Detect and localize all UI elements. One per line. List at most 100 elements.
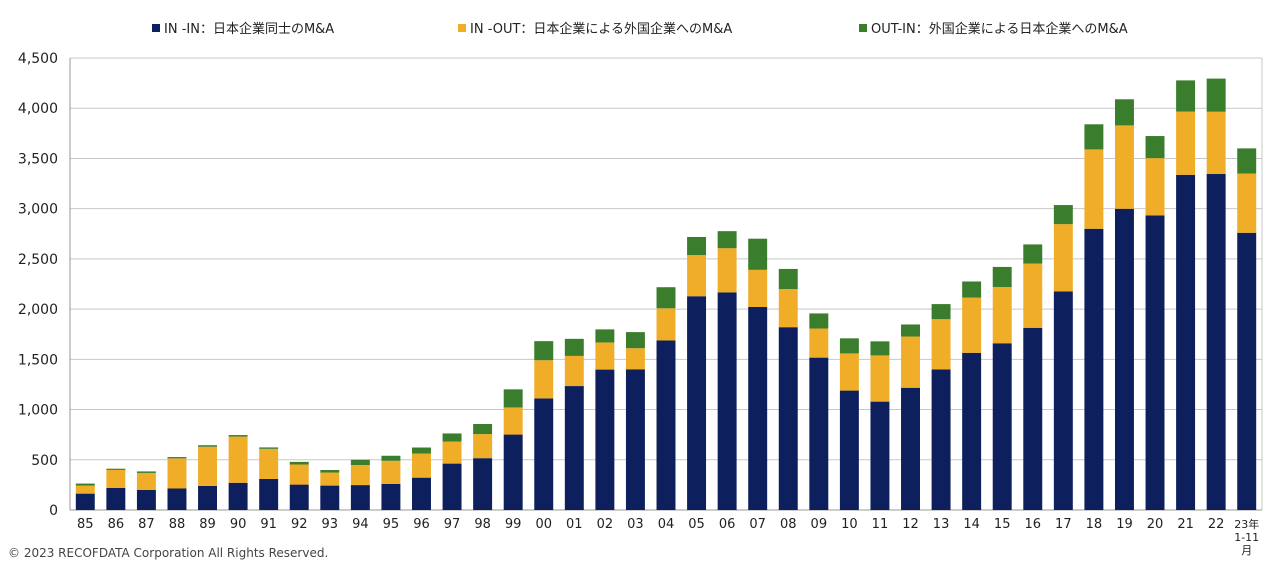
bar-segment-in-in [136,490,156,510]
bar-segment-in-out [350,465,370,486]
bar-segment-in-out [778,289,798,328]
bar-segment-out-in [595,329,615,343]
bar-segment-in-out [839,353,859,391]
bar-segment-out-in [931,304,951,320]
x-tick-label: 17 [1055,517,1072,532]
bar-segment-out-in [687,236,707,256]
x-tick-label: 95 [383,517,400,532]
bar-segment-in-in [503,434,523,510]
bar-segment-in-in [809,357,829,510]
y-tick-label: 3,000 [18,202,58,218]
bar-segment-out-in [1053,205,1073,225]
bar-segment-out-in [992,266,1012,288]
bar-segment-in-out [1053,224,1073,292]
bar-segment-in-in [381,483,401,510]
bar-segment-out-in [809,313,829,329]
x-tick-label: 89 [199,517,216,532]
bar-segment-in-out [656,308,676,341]
bar-segment-in-in [289,484,309,510]
bar-segment-in-in [901,387,920,510]
x-tick-label: 04 [658,517,675,532]
y-tick-label: 500 [31,453,58,469]
legend-swatch-out-in [859,23,867,32]
y-tick-label: 3,500 [18,151,58,167]
bar-segment-out-in [228,435,248,437]
bar-segment-out-in [625,332,645,349]
bar-segment-in-in [625,369,645,510]
bar-segment-out-in [1237,148,1257,174]
x-tick-label: 02 [597,517,614,532]
bar-segment-in-in [167,488,187,510]
x-tick-label: 16 [1024,517,1041,532]
x-tick-label: 12 [902,517,919,532]
bar-segment-out-in [1023,244,1043,264]
bar-segment-in-in [350,485,370,510]
bar-segment-out-in [320,470,340,473]
bar-segment-out-in [1084,124,1104,150]
x-tick-label: 98 [474,517,491,532]
bar-segment-in-out [198,446,218,486]
bar-segment-in-in [931,369,951,510]
x-tick-label: 87 [138,517,155,532]
x-tick-label: 10 [841,517,858,532]
bar-segment-out-in [442,433,462,442]
y-tick-label: 4,000 [18,101,58,117]
bar-segment-in-in [870,401,890,510]
bar-segment-out-in [259,447,279,449]
copyright-footer: © 2023 RECOFDATA Corporation All Rights … [8,546,329,560]
bar-segment-in-in [1053,291,1073,510]
bar-segment-in-out [1114,125,1134,209]
x-tick-label: 09 [811,517,828,532]
x-tick-label: 14 [963,517,980,532]
bar-segment-in-in [595,369,615,510]
bar-segment-out-in [717,231,737,249]
bar-segment-in-out [625,348,645,370]
x-tick-label: 96 [413,517,430,532]
y-tick-label: 1,500 [18,352,58,368]
bar-segment-in-out [259,448,279,479]
bar-segment-out-in [778,268,798,290]
x-tick-label: 94 [352,517,369,532]
legend-label-out-in: OUT-IN：外国企業による日本企業へのM&A [871,22,1128,37]
bar-segment-in-out [1237,173,1257,233]
legend-item-out-in: OUT-IN：外国企業による日本企業へのM&A [859,18,1128,37]
bar-segment-in-out [687,255,707,297]
legend-label-in-out: IN -OUT：日本企業による外国企業へのM&A [470,22,733,37]
bar-segment-in-in [1145,215,1165,511]
bar-segment-in-out [1176,111,1196,175]
bar-segment-in-in [198,485,218,510]
bar-segment-in-out [595,342,615,370]
x-tick-label: 91 [260,517,277,532]
x-tick-label: 99 [505,517,522,532]
bar-segment-in-out [901,336,920,388]
x-tick-label: 03 [627,517,644,532]
x-tick-label: 97 [444,517,461,532]
x-tick-label: 19 [1116,517,1133,532]
bar-segment-out-in [412,447,431,454]
y-tick-label: 0 [49,503,58,519]
x-tick-label: 13 [933,517,950,532]
bar-segment-out-in [350,459,370,466]
bar-segment-in-out [870,355,890,402]
bar-segment-out-in [1176,80,1196,112]
bar-segment-out-in [962,281,982,298]
bar-segment-out-in [289,461,309,465]
bar-segment-out-in [1206,78,1226,112]
bar-segment-in-out [1206,111,1226,175]
x-tick-label: 07 [749,517,766,532]
bar-segment-in-out [809,328,829,358]
y-tick-label: 1,000 [18,403,58,419]
x-tick-label: 06 [719,517,736,532]
bar-segment-in-out [1145,158,1165,216]
bar-segment-in-out [167,458,187,489]
legend-item-in-out: IN -OUT：日本企業による外国企業へのM&A [458,18,732,37]
bar-segment-in-out [748,269,768,308]
legend-swatch-in-out [458,23,466,32]
legend: IN -IN：日本企業同士のM&A IN -OUT：日本企業による外国企業へのM… [0,18,1268,38]
y-tick-label: 4,500 [18,51,58,67]
bar-segment-in-in [473,458,493,510]
bar-segment-in-out [503,407,523,435]
bar-segment-in-in [1237,232,1257,511]
bar-segment-in-in [1084,228,1104,510]
bar-segment-in-out [931,319,951,370]
